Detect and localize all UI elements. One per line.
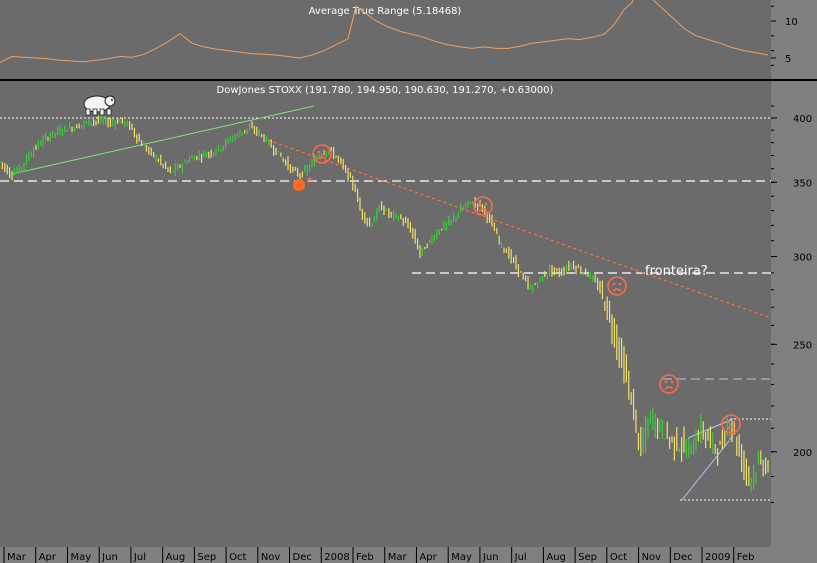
- price-tick-label: 350: [793, 178, 812, 189]
- x-tick-label: Aug: [166, 552, 186, 563]
- sad-face-icon: [312, 144, 332, 164]
- sad-face-markers: [312, 144, 741, 434]
- x-tick-label: Sep: [578, 552, 597, 563]
- x-tick-label: Jun: [101, 552, 118, 563]
- sad-face-icon: [473, 196, 493, 216]
- x-tick-label: Aug: [546, 552, 566, 563]
- price-bars: [0, 113, 769, 492]
- x-tick-label: May: [451, 552, 472, 563]
- x-tick-label: Mar: [7, 552, 27, 563]
- drawing-tools: [0, 105, 772, 501]
- pane-separator: [0, 79, 817, 81]
- x-tick-label: Oct: [229, 552, 246, 563]
- x-tick-label: May: [70, 552, 91, 563]
- x-tick-label: 2008: [324, 552, 349, 563]
- price-title: DowJones STOXX (191.780, 194.950, 190.63…: [217, 85, 554, 96]
- fronteira-annotation: fronteira?: [645, 264, 708, 279]
- x-tick-label: Oct: [610, 552, 627, 563]
- y-axis-panel: [771, 0, 817, 563]
- x-tick-label: Nov: [261, 552, 281, 563]
- x-tick-label: Dec: [293, 552, 312, 563]
- atr-tick-label: 5: [785, 54, 791, 65]
- x-tick-label: Jul: [133, 552, 146, 563]
- x-tick-label: Dec: [673, 552, 692, 563]
- x-tick-label: Feb: [356, 552, 374, 563]
- atr-series-line: [0, 0, 769, 63]
- x-tick-label: Feb: [737, 552, 755, 563]
- x-tick-label: Jul: [514, 552, 527, 563]
- price-tick-label: 250: [793, 340, 812, 351]
- price-tick-label: 200: [793, 448, 812, 459]
- x-tick-label: Jun: [482, 552, 499, 563]
- sad-face-icon: [659, 374, 679, 394]
- price-tick-label: 300: [793, 253, 812, 264]
- sad-face-icon: [721, 414, 741, 434]
- orange-dot-marker: [293, 179, 305, 191]
- x-tick-label: Mar: [388, 552, 408, 563]
- x-tick-label: Apr: [39, 552, 57, 563]
- x-tick-label: Sep: [197, 552, 216, 563]
- small-star-marker: ✶: [306, 176, 314, 186]
- sad-face-icon: [607, 276, 627, 296]
- green-uptrend-line: [11, 105, 315, 175]
- x-tick-label: Apr: [419, 552, 437, 563]
- x-axis-panel: [0, 547, 771, 563]
- atr-title: Average True Range (5.18468): [309, 6, 462, 17]
- orange-downtrend-line: [267, 139, 772, 319]
- bear-icon: [83, 95, 116, 116]
- atr-tick-label: 10: [785, 17, 798, 28]
- x-tick-label: 2009: [705, 552, 730, 563]
- price-tick-label: 400: [793, 114, 812, 125]
- x-tick-label: Nov: [642, 552, 662, 563]
